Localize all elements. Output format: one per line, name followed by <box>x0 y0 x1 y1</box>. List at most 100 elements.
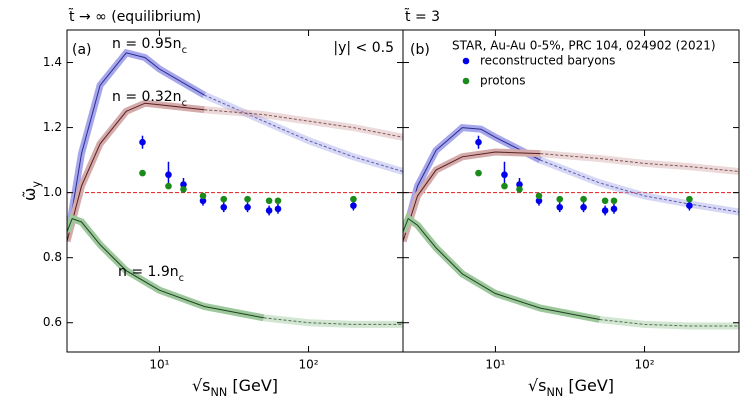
label: |y| < 0.5 <box>333 40 394 56</box>
data-point <box>220 203 228 211</box>
data-point <box>580 195 587 203</box>
data-point <box>265 197 273 205</box>
data-point <box>501 171 508 179</box>
label: (b) <box>410 42 430 58</box>
data-point <box>274 205 282 213</box>
data-point <box>556 203 564 211</box>
panel-title: t̃ = 3 <box>404 8 440 25</box>
label: n = 0.95nc <box>112 36 187 56</box>
label: n = 1.9nc <box>118 264 184 284</box>
curve-line <box>403 151 541 242</box>
frame <box>66 29 404 353</box>
data-point <box>475 169 482 177</box>
label: n = 0.32nc <box>112 89 187 109</box>
curve-band <box>263 314 403 328</box>
label-main: |y| < 0.5 <box>333 40 394 56</box>
x-tick-label: 10¹ <box>149 358 169 372</box>
legend-label: reconstructed baryons <box>480 54 615 68</box>
data-point <box>265 207 273 214</box>
data-point <box>180 186 187 193</box>
data-point <box>601 207 609 214</box>
data-point <box>165 171 172 179</box>
label-main: (b) <box>410 42 430 58</box>
curve-line <box>403 127 541 242</box>
frame <box>402 29 740 353</box>
label-main: √s <box>192 376 211 395</box>
curve-band <box>403 213 601 323</box>
data-point <box>580 203 587 211</box>
label-sub: c <box>182 45 187 56</box>
label-main: n = 0.32n <box>112 89 182 105</box>
label-main: √s <box>528 376 547 395</box>
label-main: ω̃ <box>20 188 39 201</box>
label-sub: NN <box>547 386 564 399</box>
label-sub: c <box>182 98 187 109</box>
data-point <box>199 192 207 200</box>
curve-band <box>67 48 207 242</box>
y-tick-label: 1.0 <box>43 185 62 199</box>
legend-marker <box>462 77 470 85</box>
curve-line <box>67 102 205 242</box>
data-point <box>556 195 564 203</box>
curve-line <box>67 52 205 242</box>
label-rest: [GeV] <box>563 376 614 395</box>
label-main: (a) <box>72 42 92 58</box>
legend-marker <box>462 57 470 65</box>
data-point <box>220 195 228 203</box>
data-point <box>180 181 187 188</box>
label-sub: c <box>179 273 184 284</box>
label-sub: y <box>30 181 43 188</box>
data-point <box>244 195 251 203</box>
label-rest: [GeV] <box>227 376 278 395</box>
label: √sNN [GeV] <box>528 376 614 399</box>
label-main: n = 1.9n <box>118 264 179 280</box>
label: √sNN [GeV] <box>192 376 278 399</box>
label: (a) <box>72 42 92 58</box>
curve-band <box>599 316 739 330</box>
data-point <box>165 182 172 190</box>
data-point <box>516 181 523 188</box>
data-point <box>686 195 693 203</box>
legend-label: protons <box>480 74 526 88</box>
data-point <box>350 195 357 203</box>
panel-title: t̃ → ∞ (equilibrium) <box>68 8 201 25</box>
x-tick-label: 10² <box>298 358 318 372</box>
x-tick-label: 10² <box>634 358 654 372</box>
data-point <box>274 197 282 205</box>
curve-line <box>540 159 739 213</box>
y-tick-label: 1.4 <box>43 55 62 69</box>
x-tick-label: 10¹ <box>485 358 505 372</box>
y-tick-label: 1.2 <box>43 120 62 134</box>
data-point <box>501 182 508 190</box>
label: ω̃y <box>20 181 43 201</box>
data-point <box>686 202 693 209</box>
data-point <box>475 138 482 146</box>
y-tick-label: 0.8 <box>43 250 62 264</box>
curve-band <box>202 91 403 175</box>
data-point <box>139 169 146 177</box>
curve-line <box>599 319 739 327</box>
curve-line <box>263 317 403 325</box>
legend-title: STAR, Au-Au 0-5%, PRC 104, 024902 (2021) <box>452 39 716 53</box>
curve-line <box>403 217 600 320</box>
data-point <box>199 197 207 205</box>
data-point <box>139 138 146 146</box>
data-point <box>535 192 543 200</box>
label-main: n = 0.95n <box>112 36 182 52</box>
data-point <box>601 197 609 205</box>
y-tick-label: 0.6 <box>43 315 62 329</box>
plot-area <box>67 48 403 328</box>
data-point <box>610 197 618 205</box>
curve-band <box>204 106 403 141</box>
curve-line <box>67 217 264 319</box>
data-point <box>350 202 357 209</box>
data-point <box>244 203 251 211</box>
label-sub: NN <box>211 386 228 399</box>
curve-line <box>204 109 403 138</box>
plot-area <box>403 123 739 330</box>
data-point <box>516 186 523 193</box>
data-point <box>535 197 543 205</box>
curve-line <box>540 153 739 172</box>
data-point <box>610 205 618 213</box>
